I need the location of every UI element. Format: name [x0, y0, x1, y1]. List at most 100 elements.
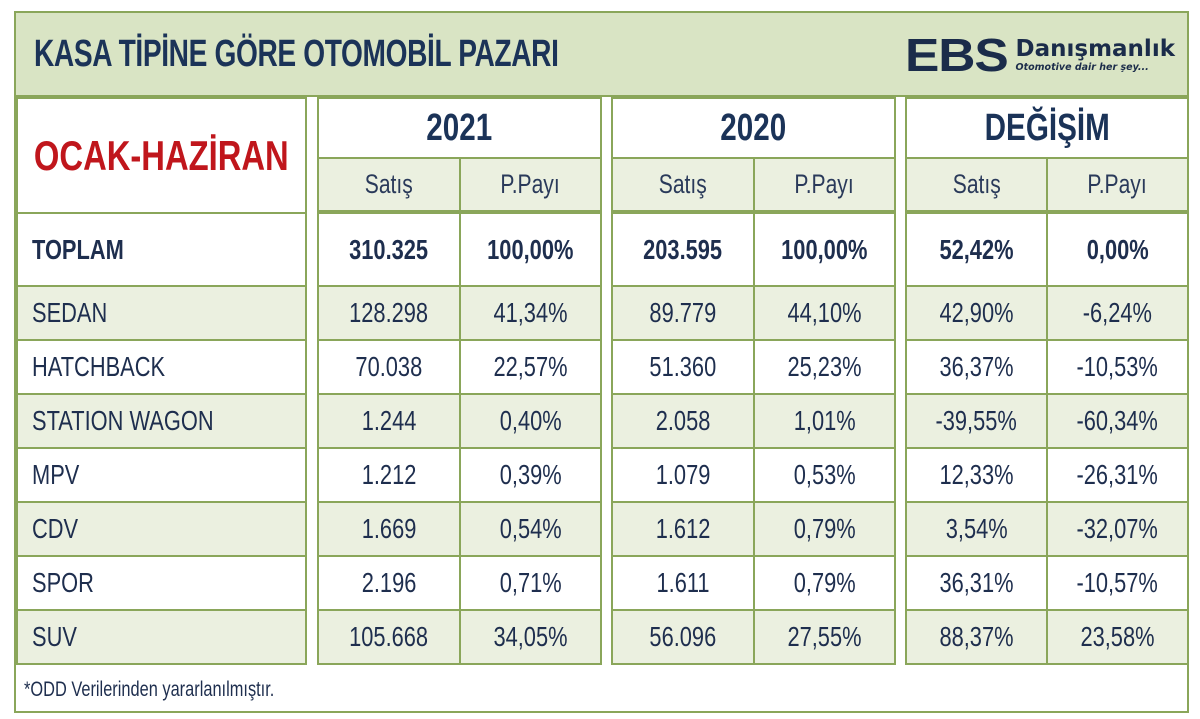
subheader-share-text: P.Payı: [500, 169, 561, 199]
cell-chg_sales-text: 36,37%: [939, 351, 1014, 382]
logo-tagline: Otomotive dair her şey...: [1015, 61, 1149, 73]
row-label: MPV: [16, 447, 307, 503]
cell-v2020_sales: 51.360: [611, 339, 755, 395]
cell-v2021_share-text: 0,40%: [499, 405, 562, 436]
row-label-text: HATCHBACK: [32, 351, 166, 382]
cell-v2021_sales-text: 128.298: [349, 297, 429, 328]
cell-chg_share-text: -10,53%: [1076, 351, 1159, 382]
cell-chg_sales: 36,31%: [905, 555, 1048, 611]
cell-v2021_sales: 1.669: [317, 501, 461, 557]
row-label-text: SEDAN: [32, 297, 108, 328]
cell-v2021_share-text: 34,05%: [493, 621, 568, 652]
row-label: STATION WAGON: [16, 393, 307, 449]
cell-v2020_sales-text: 1.611: [656, 567, 710, 598]
cell-v2020_sales-text: 1.079: [655, 459, 711, 490]
cell-v2021_share-text: 0,39%: [499, 459, 562, 490]
cell-chg_sales-text: 52,42%: [939, 233, 1014, 265]
cell-v2021_sales-text: 2.196: [361, 567, 417, 598]
subheader-share: P.Payı: [459, 157, 602, 212]
cell-v2020_sales-text: 2.058: [655, 405, 711, 436]
cell-chg_sales: 52,42%: [905, 212, 1048, 287]
cell-v2021_share-text: 41,34%: [493, 297, 568, 328]
cell-chg_sales: -39,55%: [905, 393, 1048, 449]
cell-v2020_sales-text: 56.096: [649, 621, 717, 652]
row-label: SUV: [16, 609, 307, 665]
logo-mark: EBS: [904, 29, 1009, 81]
row-label-text: STATION WAGON: [32, 405, 214, 436]
cell-v2021_share-text: 100,00%: [487, 233, 574, 265]
cell-v2020_share-text: 0,79%: [793, 567, 856, 598]
cell-v2020_share: 44,10%: [753, 285, 896, 341]
cell-v2020_sales-text: 203.595: [643, 233, 723, 265]
cell-v2020_sales: 1.079: [611, 447, 755, 503]
cell-v2021_share: 0,71%: [459, 555, 602, 611]
cell-v2020_share: 1,01%: [753, 393, 896, 449]
cell-v2020_sales: 2.058: [611, 393, 755, 449]
cell-chg_share: -6,24%: [1046, 285, 1189, 341]
cell-v2021_sales: 128.298: [317, 285, 461, 341]
cell-chg_sales-text: 12,33%: [939, 459, 1014, 490]
cell-v2021_share-text: 0,54%: [499, 513, 562, 544]
cell-v2020_sales: 1.612: [611, 501, 755, 557]
cell-chg_sales: 36,37%: [905, 339, 1048, 395]
subheader-sales-text: Satış: [365, 169, 413, 199]
subheader-sales-text: Satış: [952, 169, 1001, 199]
cell-chg_sales-text: 42,90%: [939, 297, 1014, 328]
table-frame: KASA TİPİNE GÖRE OTOMOBİL PAZARI EBS Dan…: [14, 11, 1189, 713]
cell-v2020_share: 25,23%: [753, 339, 896, 395]
subheader-share: P.Payı: [753, 157, 896, 212]
cell-v2020_sales: 203.595: [611, 212, 755, 287]
row-label-text: SPOR: [32, 567, 94, 598]
cell-v2020_share-text: 25,23%: [787, 351, 862, 382]
cell-chg_sales-text: 88,37%: [939, 621, 1014, 652]
subheader-sales-text: Satış: [659, 169, 707, 199]
cell-chg_sales: 3,54%: [905, 501, 1048, 557]
group-header-2020-text: 2020: [720, 106, 787, 149]
subheader-sales: Satış: [611, 157, 755, 212]
cell-v2021_sales-text: 310.325: [349, 233, 429, 265]
cell-chg_share: -10,57%: [1046, 555, 1189, 611]
cell-chg_share-text: 23,58%: [1080, 621, 1155, 652]
cell-chg_sales-text: 36,31%: [939, 567, 1014, 598]
cell-v2020_share-text: 1,01%: [793, 405, 856, 436]
row-label-text: MPV: [32, 459, 80, 490]
subheader-sales: Satış: [317, 157, 461, 212]
cell-v2021_share: 100,00%: [459, 212, 602, 287]
cell-chg_share-text: 0,00%: [1086, 233, 1149, 265]
cell-v2021_share-text: 22,57%: [493, 351, 568, 382]
cell-v2021_sales: 105.668: [317, 609, 461, 665]
subheader-share: P.Payı: [1046, 157, 1189, 212]
cell-v2020_share-text: 100,00%: [781, 233, 868, 265]
cell-chg_share: 23,58%: [1046, 609, 1189, 665]
cell-chg_share-text: -6,24%: [1082, 297, 1153, 328]
cell-v2021_sales-text: 1.212: [361, 459, 417, 490]
footer-note: *ODD Verilerinden yararlanılmıştır.: [24, 678, 275, 701]
row-label: SEDAN: [16, 285, 307, 341]
cell-chg_share-text: -32,07%: [1076, 513, 1159, 544]
logo-name: Danışmanlık: [1015, 35, 1175, 62]
cell-v2021_share: 34,05%: [459, 609, 602, 665]
cell-v2021_share: 0,40%: [459, 393, 602, 449]
group-header-degisim-text: DEĞİŞİM: [984, 106, 1110, 149]
period-label: OCAK-HAZİRAN: [16, 97, 307, 214]
cell-chg_sales: 12,33%: [905, 447, 1048, 503]
cell-v2021_share-text: 0,71%: [499, 567, 562, 598]
cell-v2020_share: 27,55%: [753, 609, 896, 665]
cell-chg_share: 0,00%: [1046, 212, 1189, 287]
cell-v2021_sales-text: 1.244: [361, 405, 417, 436]
cell-chg_share-text: -10,57%: [1076, 567, 1159, 598]
cell-v2020_sales: 89.779: [611, 285, 755, 341]
row-label-text: TOPLAM: [32, 233, 124, 265]
cell-v2021_sales-text: 105.668: [349, 621, 429, 652]
cell-v2020_share-text: 44,10%: [787, 297, 862, 328]
cell-v2020_sales-text: 51.360: [649, 351, 717, 382]
cell-v2021_share: 0,54%: [459, 501, 602, 557]
cell-v2021_sales-text: 70.038: [355, 351, 423, 382]
cell-v2020_share: 0,79%: [753, 555, 896, 611]
cell-chg_share: -32,07%: [1046, 501, 1189, 557]
cell-v2020_sales: 1.611: [611, 555, 755, 611]
cell-chg_share-text: -26,31%: [1076, 459, 1159, 490]
group-header-2020: 2020: [611, 97, 896, 159]
cell-v2021_share: 41,34%: [459, 285, 602, 341]
cell-v2020_share: 0,53%: [753, 447, 896, 503]
